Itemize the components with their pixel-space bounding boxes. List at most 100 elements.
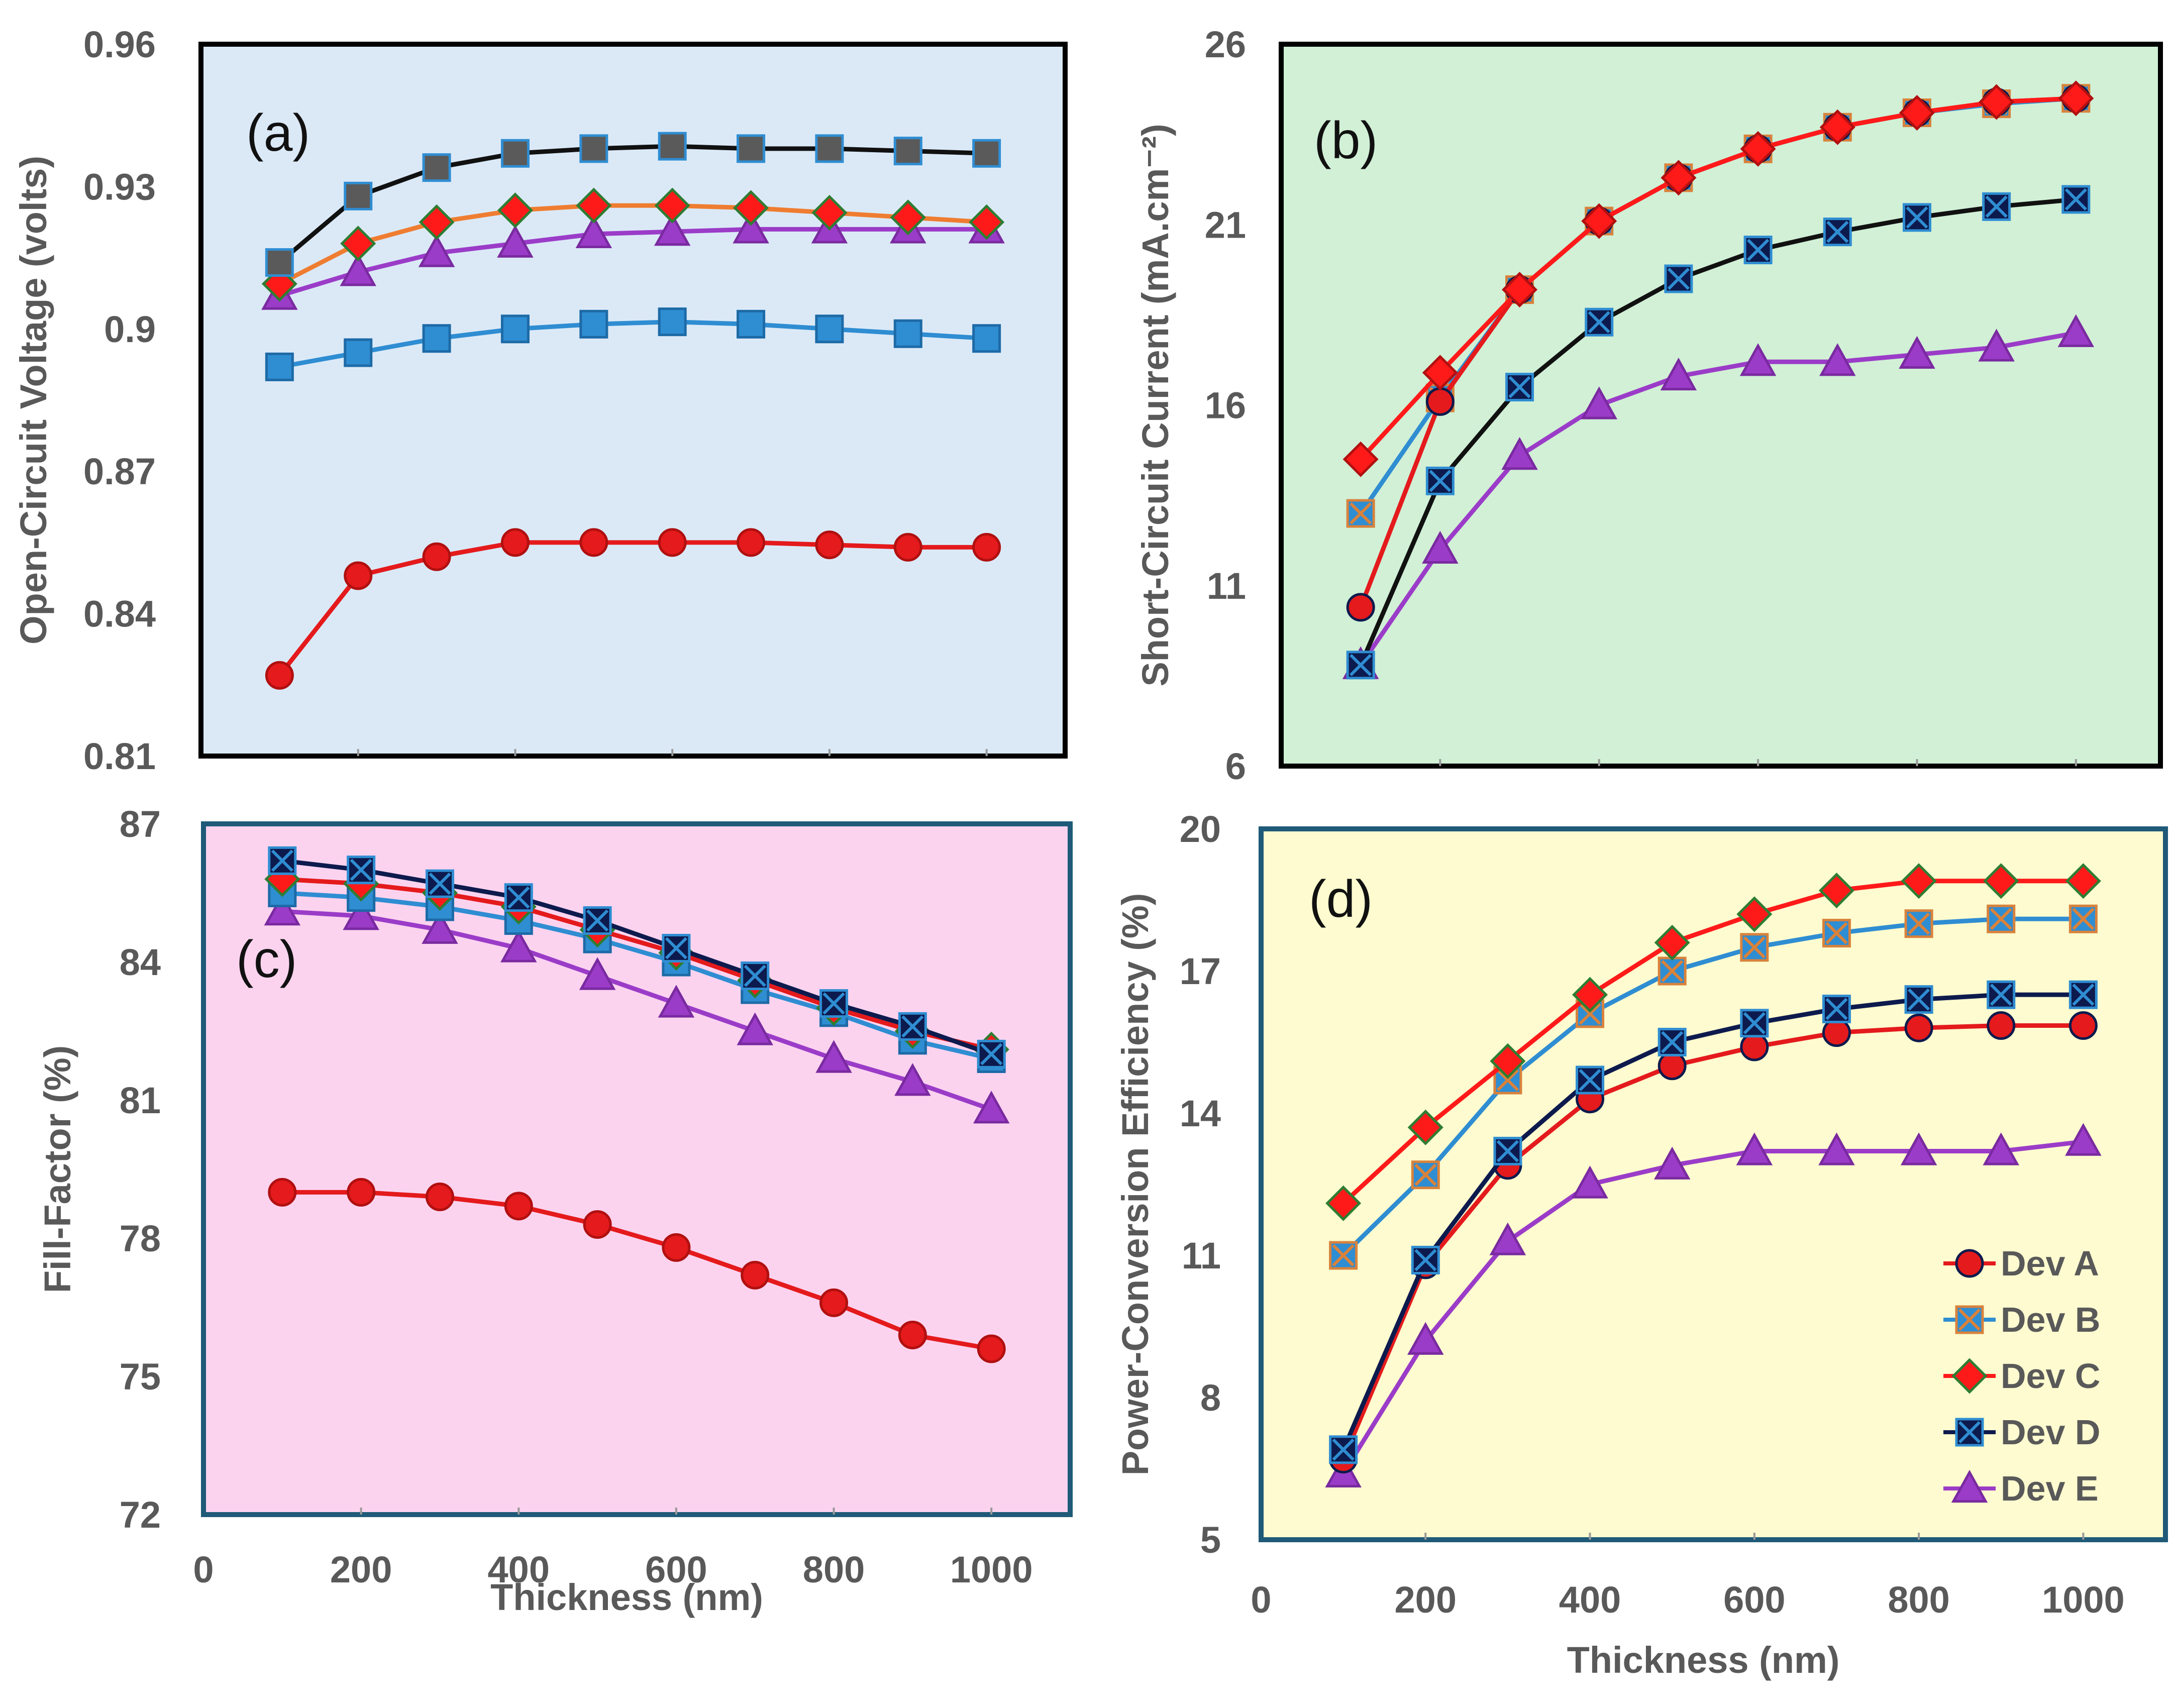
data-point-dev-c bbox=[1572, 977, 1608, 1013]
data-point-dev-d-cross bbox=[1743, 1012, 1766, 1034]
data-point-dev-e bbox=[1983, 1132, 2019, 1165]
data-point-dev-d-cross bbox=[1990, 984, 2012, 1006]
y-tick-label: 81 bbox=[120, 1080, 161, 1121]
data-point-dev-e bbox=[500, 929, 537, 963]
series-line-dev-e bbox=[277, 227, 989, 298]
data-point-dev-a bbox=[422, 542, 451, 571]
data-point-dev-a bbox=[893, 532, 922, 562]
data-point-dev-a bbox=[662, 1233, 691, 1262]
data-point-dev-c bbox=[969, 204, 1005, 240]
data-point-dev-a bbox=[1740, 1032, 1769, 1061]
x-tick-label: 600 bbox=[1723, 1579, 1785, 1621]
data-point-dev-e bbox=[894, 1063, 931, 1096]
data-point-dev-d-cross bbox=[507, 886, 530, 909]
data-point-dev-c bbox=[1325, 1185, 1362, 1221]
y-tick-label: 21 bbox=[1205, 204, 1246, 246]
data-point-dev-a bbox=[579, 528, 608, 557]
data-point-dev-e bbox=[737, 1012, 773, 1045]
data-point-dev-d-cross bbox=[901, 1015, 924, 1038]
data-point-dev-e bbox=[418, 234, 455, 267]
series-line-dev-a bbox=[277, 540, 989, 678]
y-tick-label: 72 bbox=[120, 1494, 161, 1536]
x-tick-label: 600 bbox=[645, 1549, 707, 1590]
data-point-dev-a bbox=[425, 1183, 454, 1211]
x-tick-label: 1000 bbox=[950, 1549, 1033, 1590]
data-point-dev-e bbox=[264, 893, 301, 926]
series-dev-e bbox=[264, 893, 1010, 1124]
panel-label-b: (b) bbox=[1314, 112, 1378, 170]
y-tick-label: 75 bbox=[120, 1356, 161, 1398]
data-point-dev-c bbox=[1819, 109, 1855, 145]
data-point-dev-b-cross bbox=[1332, 1244, 1355, 1267]
x-axis-label: Thickness (nm) bbox=[490, 1576, 763, 1618]
data-point-dev-a bbox=[583, 1210, 612, 1239]
data-point-dev-c bbox=[733, 190, 769, 226]
data-point-dev-e bbox=[1819, 343, 1856, 376]
data-point-dev-d-cross bbox=[1496, 1140, 1519, 1162]
data-point-dev-c bbox=[497, 192, 533, 229]
legend-label-dev-a: Dev A bbox=[2001, 1244, 2099, 1283]
series-dev-c bbox=[1342, 80, 2094, 477]
data-point-dev-c bbox=[811, 194, 848, 231]
y-axis-label: Open-Circuit Voltage (volts) bbox=[13, 156, 54, 645]
x-tick-label: 800 bbox=[1888, 1579, 1949, 1621]
data-point-dev-c bbox=[1490, 1043, 1526, 1079]
series-line-dev-d bbox=[277, 144, 989, 265]
y-tick-label: 8 bbox=[1200, 1377, 1221, 1419]
y-tick-label: 11 bbox=[1207, 565, 1246, 607]
data-point-dev-d bbox=[893, 137, 922, 166]
data-point-dev-d-cross bbox=[2064, 188, 2087, 211]
data-point-dev-b bbox=[422, 324, 451, 353]
series-dev-a bbox=[265, 528, 1001, 690]
data-point-dev-a bbox=[265, 661, 294, 690]
series-dev-d bbox=[1329, 980, 2098, 1464]
data-point-dev-c bbox=[2065, 863, 2101, 899]
data-point-dev-a bbox=[268, 1178, 297, 1207]
y-tick-label: 5 bbox=[1200, 1519, 1221, 1561]
x-tick-label: 400 bbox=[488, 1549, 550, 1590]
series-line-dev-a bbox=[280, 1190, 994, 1351]
x-tick-label: 800 bbox=[803, 1549, 865, 1590]
data-point-dev-b bbox=[500, 314, 530, 344]
data-point-dev-d-cross bbox=[1508, 376, 1531, 398]
data-point-dev-d-cross bbox=[271, 849, 293, 872]
data-point-dev-c bbox=[1654, 924, 1690, 960]
data-point-dev-b bbox=[265, 352, 294, 381]
series-line-dev-b bbox=[280, 891, 994, 1061]
y-axis-label: Power-Conversion Efficiency (%) bbox=[1114, 893, 1156, 1476]
data-point-dev-d-cross bbox=[665, 937, 688, 959]
legend-marker-dev-c bbox=[1951, 1358, 1988, 1394]
data-point-dev-d bbox=[422, 153, 451, 182]
data-point-dev-b bbox=[972, 324, 1001, 353]
data-point-dev-d-cross bbox=[1667, 267, 1690, 290]
legend-marker-dev-b-cross bbox=[1958, 1308, 1981, 1331]
data-point-dev-a bbox=[1658, 1051, 1687, 1081]
data-point-dev-d bbox=[344, 181, 373, 210]
x-tick-label: 400 bbox=[1559, 1579, 1621, 1621]
data-point-dev-d bbox=[737, 134, 766, 163]
data-point-dev-e bbox=[1818, 1132, 1855, 1165]
panel-label-d: (d) bbox=[1309, 870, 1373, 928]
data-point-dev-c bbox=[1901, 863, 1937, 899]
data-point-dev-e bbox=[1501, 437, 1538, 470]
series-dev-e bbox=[261, 210, 1005, 310]
data-point-dev-c bbox=[419, 204, 455, 240]
panel-a-voc: 0.81 0.84 0.87 0.9 0.93 0.96 Open-Circuit Volt… bbox=[13, 24, 1068, 777]
data-point-dev-d bbox=[658, 132, 687, 161]
x-tick-label: 0 bbox=[1251, 1579, 1271, 1621]
y-tick-label: 0.84 bbox=[83, 593, 156, 635]
x-tick-label: 200 bbox=[330, 1549, 392, 1590]
data-point-dev-d-cross bbox=[1825, 998, 1848, 1020]
x-tick-label: 1000 bbox=[2042, 1579, 2125, 1621]
data-point-dev-e bbox=[2065, 1123, 2102, 1156]
series-dev-c bbox=[261, 187, 1005, 302]
data-point-dev-d bbox=[265, 248, 294, 277]
data-point-dev-d bbox=[500, 139, 530, 168]
data-point-dev-e bbox=[1739, 343, 1777, 376]
data-point-dev-e bbox=[733, 210, 769, 244]
data-point-dev-d-cross bbox=[1826, 221, 1849, 243]
data-point-dev-e bbox=[1653, 1146, 1691, 1180]
data-point-dev-d bbox=[579, 134, 608, 163]
data-point-dev-c bbox=[890, 199, 926, 236]
data-point-dev-b bbox=[815, 314, 844, 344]
